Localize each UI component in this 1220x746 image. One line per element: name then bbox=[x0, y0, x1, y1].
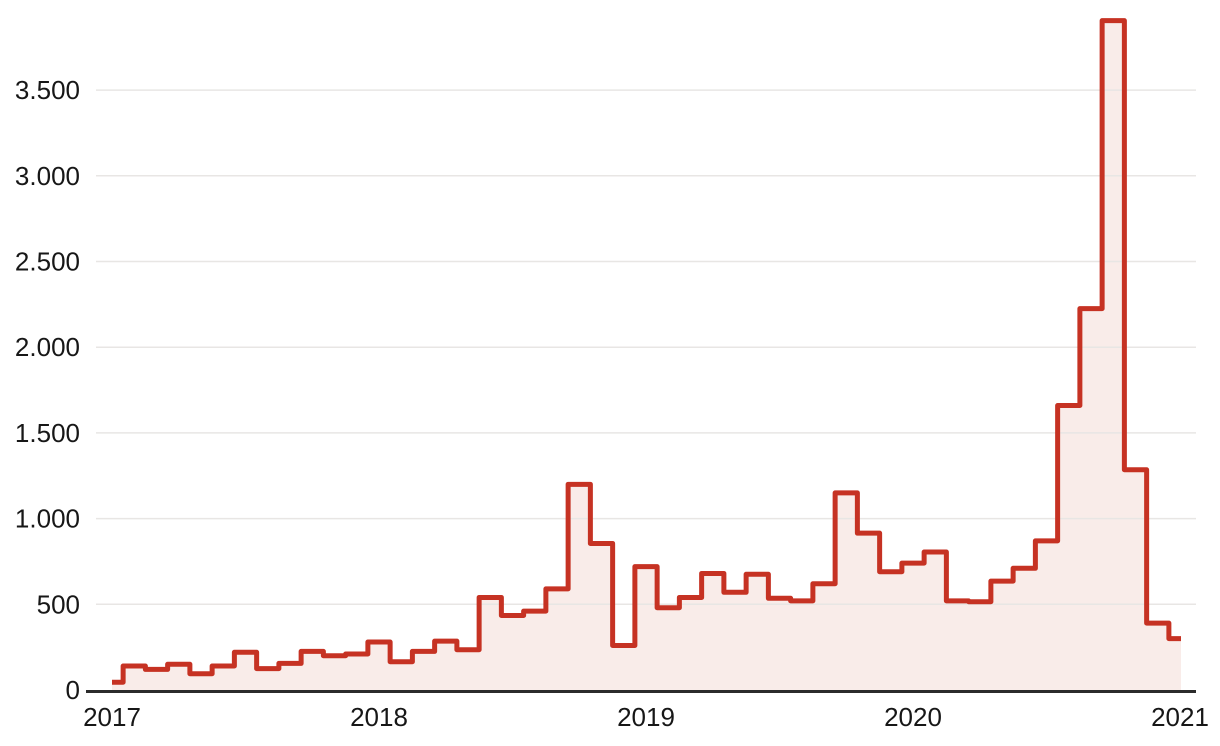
y-axis-label: 0 bbox=[66, 675, 80, 705]
step-line bbox=[112, 18, 1181, 685]
x-axis-label: 2018 bbox=[350, 702, 408, 732]
y-axis-label: 1.500 bbox=[15, 418, 80, 448]
y-axis-label: 3.500 bbox=[15, 75, 80, 105]
x-axis-label: 2020 bbox=[884, 702, 942, 732]
y-axis-label: 2.500 bbox=[15, 247, 80, 277]
x-axis-label: 2017 bbox=[83, 702, 141, 732]
y-axis-label: 500 bbox=[37, 589, 80, 619]
y-axis-label: 2.000 bbox=[15, 332, 80, 362]
x-axis-label: 2021 bbox=[1151, 702, 1209, 732]
x-axis-label: 2019 bbox=[617, 702, 675, 732]
y-axis-label: 1.000 bbox=[15, 504, 80, 534]
area-fill bbox=[112, 20, 1181, 691]
y-axis-label: 3.000 bbox=[15, 161, 80, 191]
